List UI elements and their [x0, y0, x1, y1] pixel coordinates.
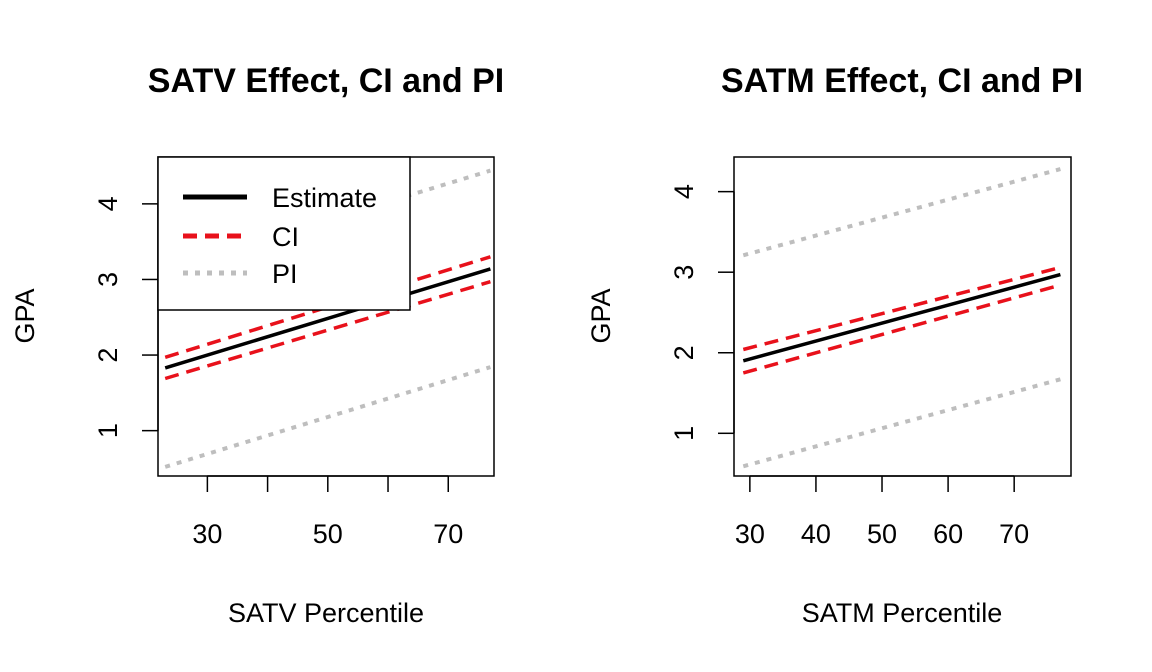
satm-y-axis-label: GPA: [586, 288, 616, 343]
satv-y-axis-label: GPA: [10, 288, 40, 343]
satm-series-ci-2: [742, 283, 1061, 375]
satm-x-tick-label: 50: [867, 519, 897, 549]
satv-series-ci-2: [164, 280, 491, 381]
satm-x-tick-label: 40: [801, 519, 831, 549]
satm-panel: SATM Effect, CI and PI SATM Percentile G…: [586, 62, 1083, 628]
satv-chart-title: SATV Effect, CI and PI: [148, 62, 504, 100]
satm-x-tick-label: 30: [735, 519, 765, 549]
satv-series-estimate-0: [164, 267, 491, 370]
legend: Estimate CI PI: [157, 156, 411, 311]
satv-x-tick-label: 50: [313, 519, 343, 549]
satm-series-ci-1: [742, 265, 1061, 352]
legend-box: [157, 156, 411, 311]
satv-x-tick-label: 30: [192, 519, 222, 549]
satm-plot-area: [742, 167, 1061, 469]
satm-y-tick-label: 2: [669, 345, 699, 360]
satm-chart-title: SATM Effect, CI and PI: [721, 62, 1083, 100]
legend-ci-label: CI: [272, 222, 299, 252]
satv-series-pi-4: [164, 365, 491, 469]
satv-x-axis-label: SATV Percentile: [228, 598, 424, 628]
satv-y-tick-label: 1: [93, 423, 123, 438]
satv-y-tick-label: 3: [93, 272, 123, 287]
satm-series-estimate-0: [742, 272, 1061, 363]
satm-y-tick-label: 3: [669, 265, 699, 280]
satm-x-tick-label: 60: [933, 519, 963, 549]
satv-panel: SATV Effect, CI and PI SATV Percentile G…: [10, 62, 504, 628]
satv-y-tick-label: 2: [93, 348, 123, 363]
satm-plot-border: [733, 156, 1072, 477]
satm-x-tick-label: 70: [999, 519, 1029, 549]
satm-y-tick-label: 4: [669, 184, 699, 199]
satv-y-tick-label: 4: [93, 196, 123, 211]
legend-pi-label: PI: [272, 259, 298, 289]
satv-x-tick-label: 70: [433, 519, 463, 549]
satm-y-tick-label: 1: [669, 426, 699, 441]
legend-estimate-label: Estimate: [272, 183, 377, 213]
satm-x-axis-label: SATM Percentile: [802, 598, 1003, 628]
satv-series-ci-1: [164, 255, 491, 359]
